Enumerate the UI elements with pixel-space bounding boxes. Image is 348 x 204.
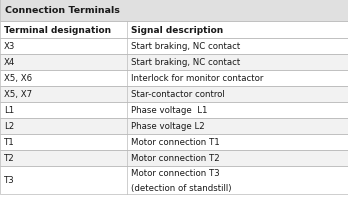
Bar (0, 71, 348, 86)
Text: Phase voltage L2: Phase voltage L2 (131, 122, 205, 131)
Text: Start braking, NC contact: Start braking, NC contact (131, 42, 240, 51)
Bar (0, 0, 348, 22)
Text: (detection of standstill): (detection of standstill) (131, 183, 232, 192)
Text: Phase voltage  L1: Phase voltage L1 (131, 106, 208, 115)
Bar (0, 102, 348, 118)
Bar (0, 118, 348, 134)
Bar (0, 86, 348, 102)
Text: Motor connection T2: Motor connection T2 (131, 154, 220, 163)
Text: T3: T3 (4, 176, 15, 185)
Text: X5, X6: X5, X6 (4, 74, 32, 83)
Bar (0, 86, 348, 102)
Bar (0, 55, 348, 71)
Text: Star-contactor control: Star-contactor control (131, 90, 225, 99)
Bar (0, 134, 348, 150)
Bar (0, 150, 348, 166)
Text: Signal description: Signal description (131, 26, 223, 35)
Bar (0, 0, 348, 22)
Text: Motor connection T3: Motor connection T3 (131, 168, 220, 177)
Text: X3: X3 (4, 42, 16, 51)
Text: Terminal designation: Terminal designation (4, 26, 111, 35)
Text: Start braking, NC contact: Start braking, NC contact (131, 58, 240, 67)
Text: L1: L1 (4, 106, 14, 115)
Text: T2: T2 (4, 154, 15, 163)
Bar (0, 55, 348, 71)
Bar (0, 166, 348, 194)
Bar (0, 102, 348, 118)
Text: Interlock for monitor contactor: Interlock for monitor contactor (131, 74, 263, 83)
Bar (0, 71, 348, 86)
Text: T1: T1 (4, 138, 15, 147)
Bar (0, 118, 348, 134)
Bar (0, 39, 348, 55)
Text: Connection Terminals: Connection Terminals (5, 7, 120, 16)
Text: X4: X4 (4, 58, 16, 67)
Bar (0, 134, 348, 150)
Bar (0, 150, 348, 166)
Bar (0, 166, 348, 194)
Text: L2: L2 (4, 122, 14, 131)
Text: X5, X7: X5, X7 (4, 90, 32, 99)
Bar (0, 39, 348, 55)
Bar (0, 22, 348, 39)
Text: Motor connection T1: Motor connection T1 (131, 138, 220, 147)
Bar (0, 22, 348, 39)
